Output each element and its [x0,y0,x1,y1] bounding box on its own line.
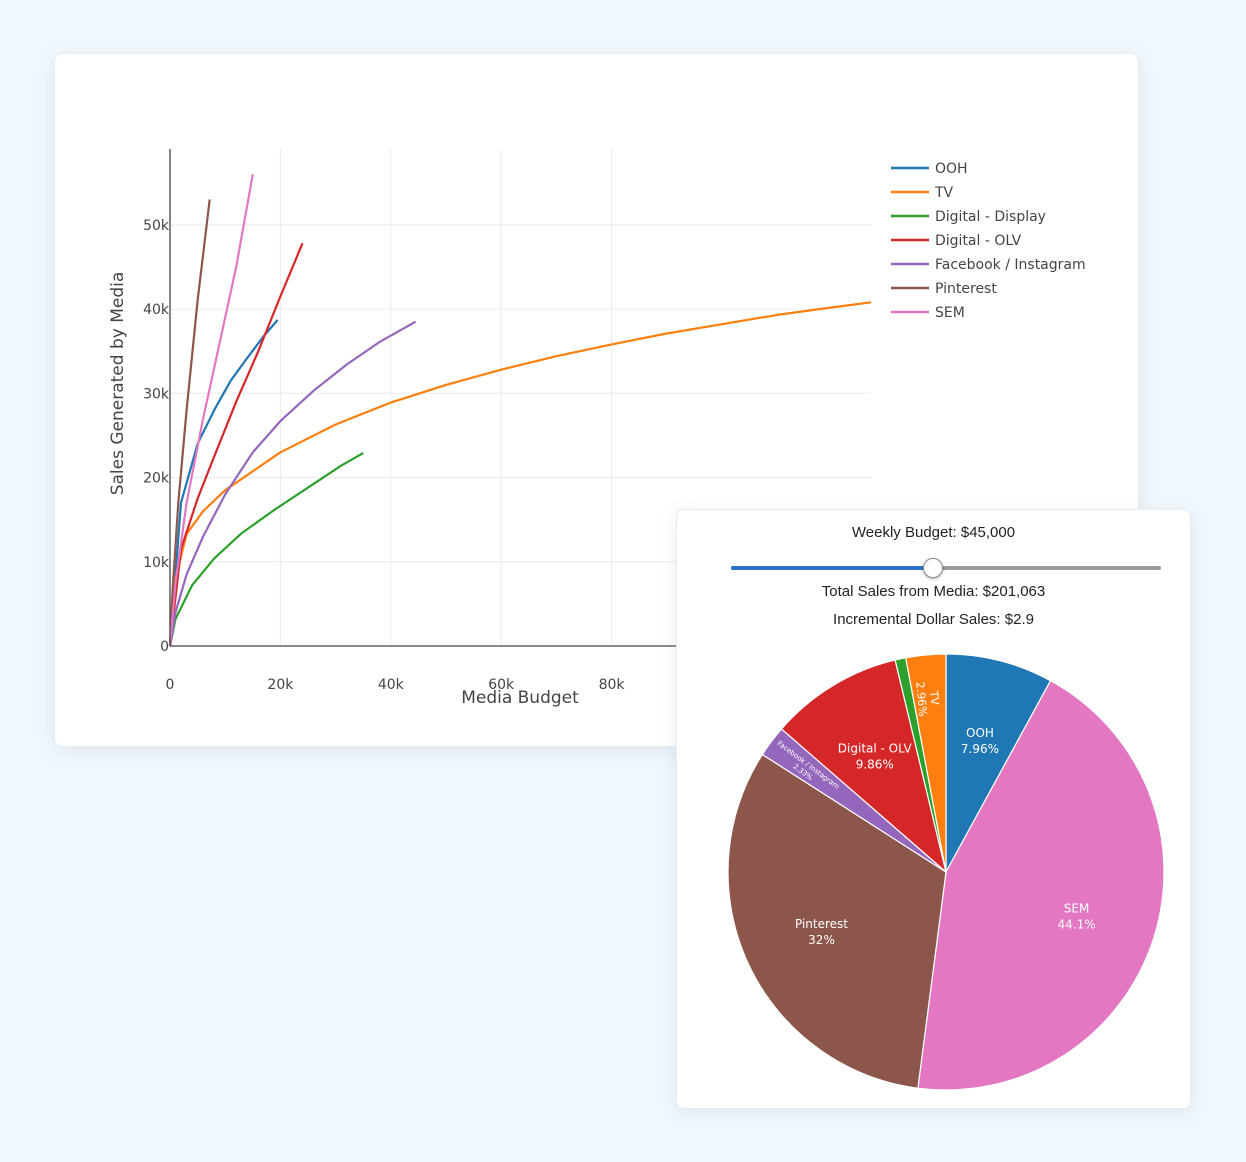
series-line [168,301,872,647]
slice-label: Pinterest 32% [795,917,848,947]
line-chart-card: 0 20k 40k 60k 80k 0 10k 20k 30k 40k 50k Media Budge… [54,53,1139,747]
pie-chart-card: OOH 7.96% SEM 44.1% Pinterest 32% Facebook / I… [676,509,1191,1109]
slice-percent: 9.86% [856,758,894,772]
series-line [168,174,254,647]
x-tick-label: 40k [378,677,405,693]
series-line [168,242,304,647]
y-tick-label: 40k [143,302,170,318]
y-tick-label: 50k [143,218,170,234]
legend-item[interactable]: TV [891,185,954,201]
x-tick-label: 80k [599,677,626,693]
y-tick-label: 10k [143,555,170,571]
weekly-budget-label: Weekly Budget: $45,000 [851,524,1016,541]
x-tick-label: 60k [488,677,515,693]
pie-slice[interactable] [945,653,1052,873]
slice-name: TV [927,689,941,706]
pie-slice[interactable] [727,753,947,1089]
slider-track[interactable] [731,566,1161,570]
line-chart: 0 20k 40k 60k 80k 0 10k 20k 30k 40k 50k Media Budge… [108,149,1138,708]
series-line [168,320,417,647]
slice-name: OOH [966,726,994,740]
series-line [168,319,279,647]
slice-percent: 2.96% [913,681,929,717]
incremental-sales-label: Incremental Dollar Sales: $2.9 [833,611,1034,628]
x-axis-title: Media Budget [461,688,579,708]
y-axis-title: Sales Generated by Media [108,272,128,496]
slice-name: SEM [1064,902,1090,916]
legend-label: SEM [935,305,965,321]
legend-label: Facebook / Instagram [935,257,1086,273]
pie-slice[interactable] [904,653,947,873]
slice-percent: 44.1% [1058,918,1096,932]
legend-item[interactable]: Digital - OLV [891,233,1022,249]
slice-percent: 32% [808,933,835,947]
pie-slice[interactable] [917,679,1165,1091]
slider-fill [731,566,934,570]
series-line [168,452,364,647]
legend-label: Pinterest [935,281,997,297]
y-tick-label: 30k [143,386,170,402]
legend-item[interactable]: Facebook / Instagram [891,257,1086,273]
y-tick-label: 20k [143,471,170,487]
x-tick-label: 20k [267,677,294,693]
legend-label: Digital - OLV [935,233,1022,249]
x-tick-label: 0 [166,677,175,693]
legend-label: Digital - Display [935,209,1046,225]
legend-item[interactable]: Digital - Display [891,209,1046,225]
slice-label: TV2.96% [913,681,941,717]
legend-item[interactable]: Pinterest [891,281,997,297]
slice-label: SEM 44.1% [1058,902,1096,932]
pie-slice[interactable] [780,659,948,874]
legend-item[interactable]: SEM [891,305,965,321]
slice-label: OOH 7.96% [961,726,999,756]
slider-thumb[interactable] [923,558,944,578]
budget-slider[interactable] [731,558,1161,578]
total-sales-label: Total Sales from Media: $201,063 [821,583,1046,600]
legend-label: OOH [935,161,968,177]
slice-name: Pinterest [795,917,848,931]
series-line [168,199,211,647]
slice-label: Digital - OLV 9.86% [838,742,913,772]
slice-name: Digital - OLV [838,742,913,756]
legend-item[interactable]: OOH [891,161,968,177]
legend-label: TV [934,185,954,201]
slice-percent: 7.96% [961,742,999,756]
y-tick-label: 0 [160,639,169,655]
